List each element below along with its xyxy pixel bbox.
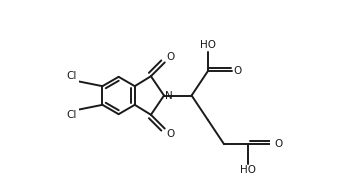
Text: HO: HO: [240, 165, 256, 175]
Text: O: O: [274, 139, 283, 149]
Text: Cl: Cl: [67, 70, 77, 81]
Text: O: O: [166, 52, 174, 62]
Text: O: O: [234, 66, 242, 76]
Text: N: N: [165, 91, 173, 100]
Text: O: O: [166, 129, 174, 139]
Text: Cl: Cl: [67, 110, 77, 121]
Text: HO: HO: [200, 40, 216, 50]
